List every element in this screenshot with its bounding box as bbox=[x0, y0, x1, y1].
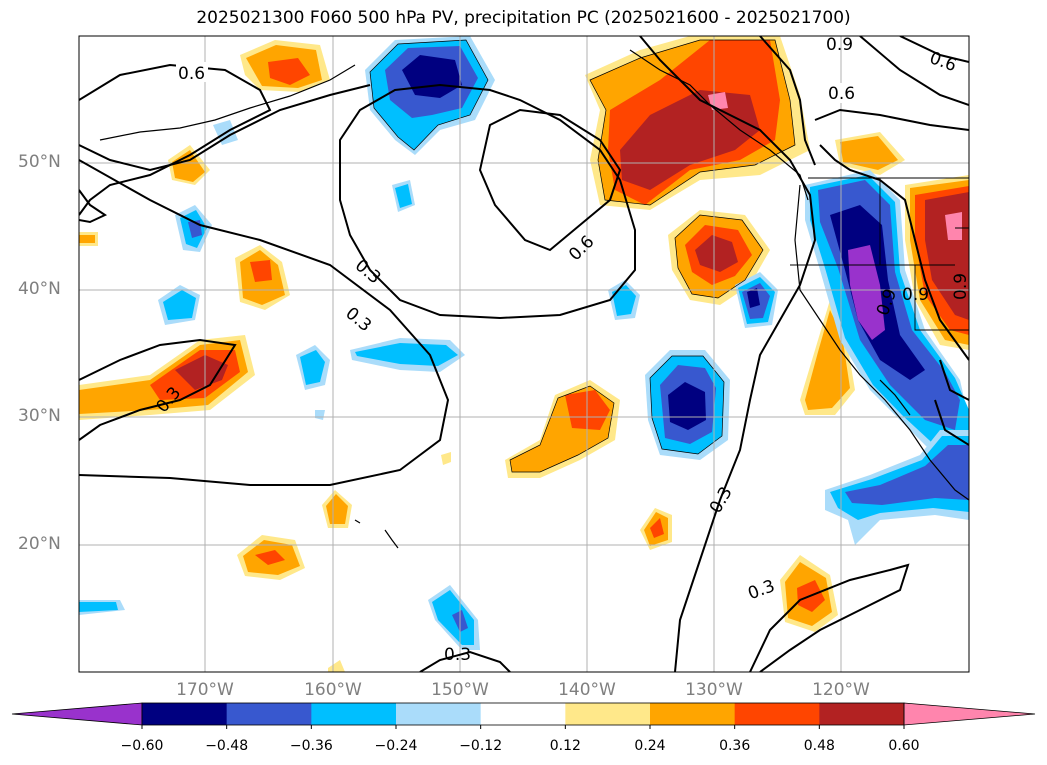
colorbar-segment bbox=[650, 703, 736, 725]
colorbar-segment bbox=[734, 703, 820, 725]
lat-label: 20°N bbox=[18, 534, 61, 554]
colorbar-tick-label: 0.48 bbox=[803, 738, 835, 754]
colorbar-segment bbox=[142, 703, 228, 725]
colorbar-segment bbox=[396, 703, 482, 725]
colorbar-segment bbox=[311, 703, 397, 725]
colorbar-extend-low bbox=[11, 702, 143, 726]
contour-label: 0.9 bbox=[951, 273, 971, 300]
lat-label: 50°N bbox=[18, 152, 61, 172]
precip-negative-anomalies bbox=[79, 36, 969, 650]
contour-label: 0.3 bbox=[745, 576, 777, 604]
pv-contours bbox=[79, 36, 969, 672]
lon-label: 150°W bbox=[431, 680, 489, 700]
contour-label: 0.9 bbox=[902, 285, 929, 305]
contour-label: 0.6 bbox=[828, 84, 855, 104]
colorbar-tick-label: −0.36 bbox=[289, 738, 333, 754]
colorbar bbox=[11, 702, 1036, 729]
lon-label: 130°W bbox=[685, 680, 743, 700]
contour-label: 0.6 bbox=[565, 232, 598, 265]
colorbar-tick-label: 0.60 bbox=[888, 738, 920, 754]
contour-label: 0.6 bbox=[178, 64, 205, 84]
map-title: 2025021300 F060 500 hPa PV, precipitatio… bbox=[196, 8, 851, 28]
lon-label: 120°W bbox=[812, 680, 870, 700]
map-plot-area: 0.6 0.6 0.3 0.3 0.3 0.3 0.3 0.3 0.6 0.9 … bbox=[79, 35, 971, 672]
contour-label: 0.6 bbox=[927, 48, 959, 76]
colorbar-extend-high bbox=[903, 702, 1036, 726]
coastlines bbox=[99, 49, 969, 549]
lon-label: 140°W bbox=[558, 680, 616, 700]
colorbar-tick-label: −0.24 bbox=[374, 738, 418, 754]
precip-positive-anomalies bbox=[79, 36, 969, 672]
contour-label: 0.3 bbox=[444, 645, 471, 665]
colorbar-tick-label: −0.12 bbox=[459, 738, 503, 754]
lon-label: 170°W bbox=[176, 680, 234, 700]
lon-label: 160°W bbox=[304, 680, 362, 700]
contour-label: 0.3 bbox=[706, 483, 737, 516]
state-boundaries bbox=[790, 177, 969, 331]
graticule bbox=[79, 36, 969, 672]
colorbar-tick-label: 0.36 bbox=[719, 738, 751, 754]
colorbar-tick-label: −0.60 bbox=[120, 738, 164, 754]
contour-label: 0.9 bbox=[826, 35, 853, 55]
contour-label: 0.3 bbox=[341, 303, 375, 336]
colorbar-tick-label: −0.48 bbox=[205, 738, 249, 754]
colorbar-segment bbox=[480, 703, 566, 725]
colorbar-tick-label: 0.24 bbox=[634, 738, 666, 754]
map-frame bbox=[78, 35, 970, 673]
colorbar-tick-label: 0.12 bbox=[549, 738, 581, 754]
lat-label: 40°N bbox=[18, 279, 61, 299]
colorbar-segment bbox=[565, 703, 651, 725]
colorbar-segment bbox=[819, 703, 905, 725]
colorbar-frame bbox=[141, 702, 905, 726]
colorbar-segment bbox=[226, 703, 312, 725]
lat-label: 30°N bbox=[18, 406, 61, 426]
